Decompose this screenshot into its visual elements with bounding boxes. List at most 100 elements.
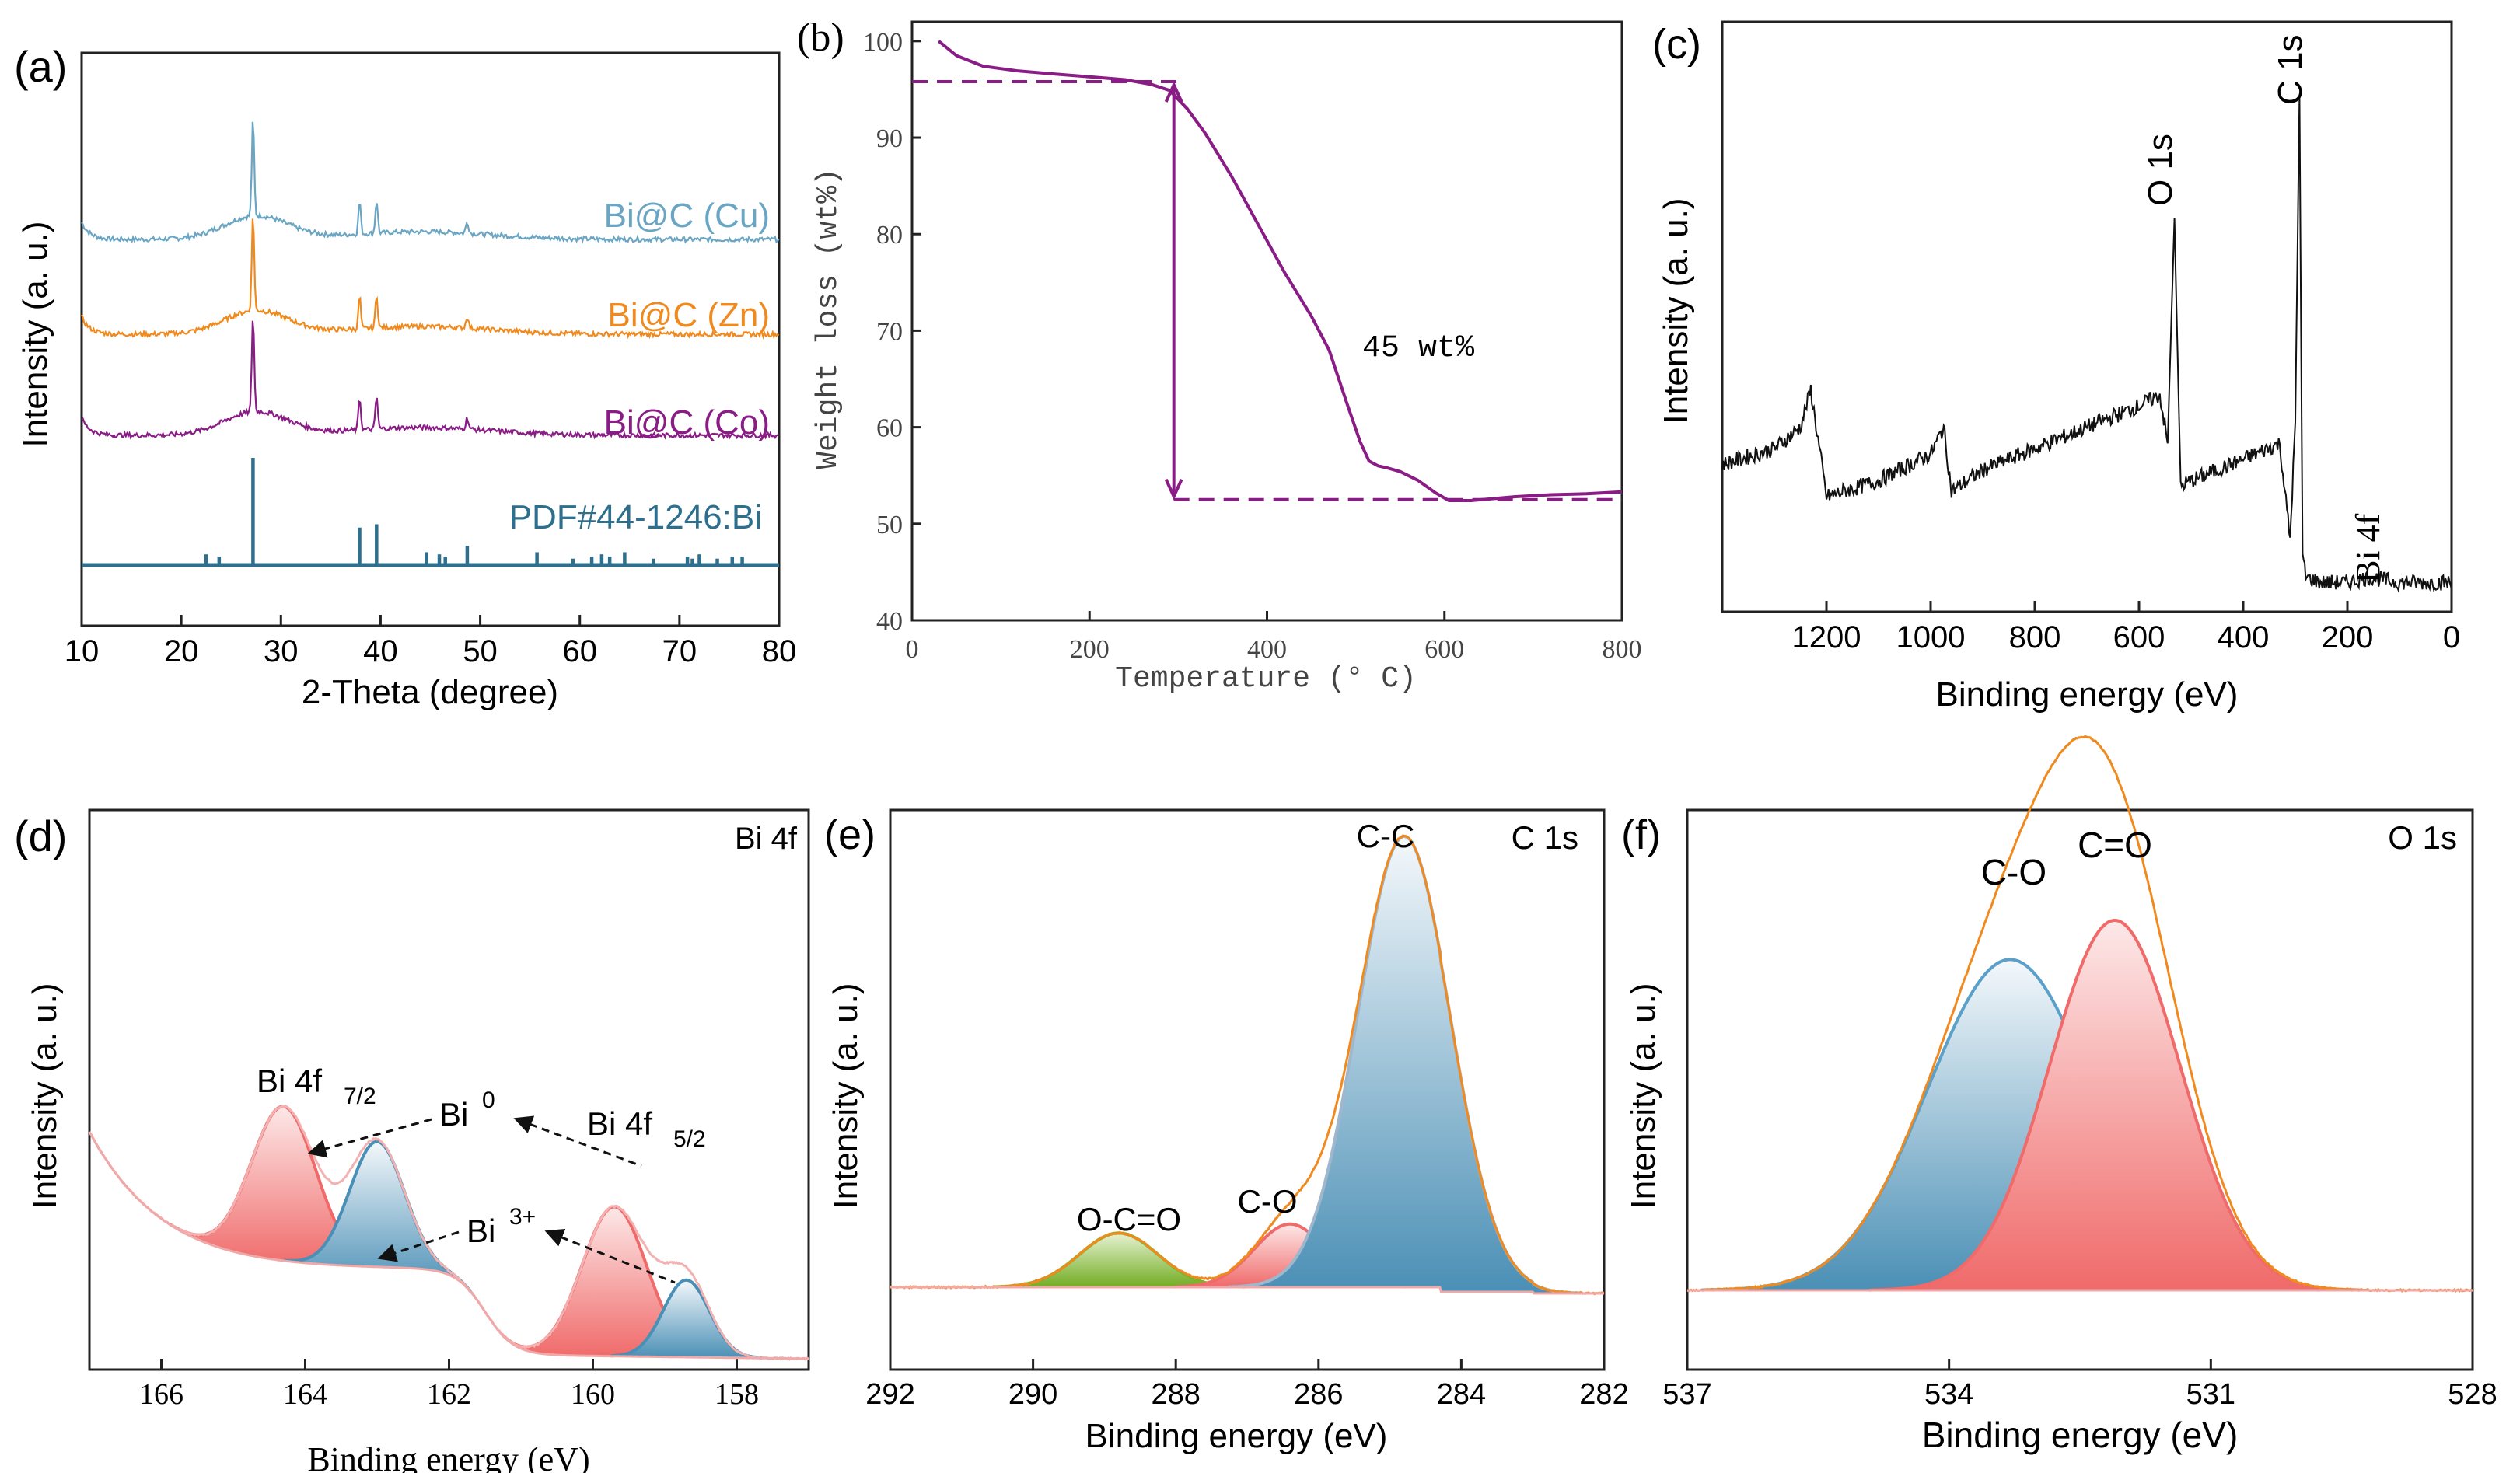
panel-a-xtick-label-0: 10 [65, 634, 100, 668]
panel-c: (c) 1200 1000 800 600 400 200 0 O 1s C 1s Bi 4… [1652, 20, 2460, 714]
panel-e-xtick-label-0: 292 [865, 1378, 914, 1411]
panel-d-arrow-4 [544, 1228, 676, 1284]
panel-e-xtick-label-5: 282 [1579, 1378, 1628, 1411]
panel-c-xtick-label-5: 200 [2322, 620, 2374, 654]
panel-d-xtick-label-3: 160 [571, 1378, 615, 1411]
panel-d-ticks: 166 164 162 160 158 [139, 1359, 759, 1411]
panel-b-xtick-label-4: 800 [1603, 635, 1642, 664]
panel-f-label-cdo: C=O [2078, 825, 2152, 865]
panel-a-xticks: 10 20 30 40 50 60 70 80 [65, 615, 797, 668]
panel-d-label-bi0-main: Bi [439, 1096, 468, 1133]
panel-c-xtick-label-4: 400 [2218, 620, 2270, 654]
panel-d-xtick-label-1: 164 [283, 1378, 327, 1411]
panel-b-ytick-label-0: 40 [876, 607, 903, 636]
panel-f-xtick-label-1: 534 [1924, 1378, 1973, 1411]
panel-b-xlabel: Temperature (° C) [1115, 662, 1417, 696]
panel-a-series-1 [81, 121, 780, 244]
panel-b-ytick-label-3: 70 [876, 317, 903, 346]
panel-c-xtick-label-6: 0 [2443, 620, 2460, 654]
panel-d-arrow-1 [307, 1118, 432, 1158]
panel-c-peak-bi4f: Bi 4f [2349, 513, 2387, 583]
panel-f-title: O 1s [2388, 819, 2457, 856]
panel-d-peak-2 [283, 1141, 471, 1292]
panel-b-ytick-label-4: 80 [876, 221, 903, 250]
panel-b-ticks: 0 200 400 600 800 40 50 60 70 80 90 100 [863, 28, 1642, 664]
panel-c-ticks: 1200 1000 800 600 400 200 0 [1792, 601, 2460, 654]
panel-a-xtick-label-5: 60 [562, 634, 597, 668]
panel-d-curves [88, 1104, 810, 1361]
panel-b-ytick-label-1: 50 [876, 511, 903, 539]
panel-c-frame [1721, 20, 2453, 613]
panel-d-label-bi3: Bi 3+ [467, 1204, 536, 1249]
panel-e-curves [889, 834, 1604, 1296]
panel-d-xtick-label-4: 158 [715, 1378, 759, 1411]
panel-d-label-bi4f72-main: Bi 4f [257, 1063, 322, 1099]
panel-f-xtick-label-0: 537 [1662, 1378, 1711, 1411]
panel-f-xlabel: Binding energy (eV) [1922, 1415, 2239, 1455]
panel-e-xtick-label-3: 286 [1294, 1378, 1343, 1411]
panel-a-frame [80, 51, 781, 627]
panel-c-curve [1721, 95, 2452, 593]
panel-a-xtick-label-2: 30 [264, 634, 299, 668]
panel-b-curve [912, 40, 1623, 502]
panel-a-label-pdf: PDF#44-1246:Bi [509, 498, 762, 536]
panel-b-tag: (b) [797, 16, 844, 60]
panel-c-xtick-label-2: 800 [2009, 620, 2061, 654]
panel-b-frame [910, 20, 1623, 622]
panel-a: (a) 10 20 30 40 50 60 70 80 Bi@C (Cu) Bi@C (Zn)… [14, 42, 796, 711]
panel-e-label-cc: C-C [1357, 818, 1415, 854]
panel-c-peak-c1s: C 1s [2271, 35, 2309, 105]
panel-d-xtick-label-0: 166 [139, 1378, 183, 1411]
panel-a-xtick-label-4: 50 [463, 634, 498, 668]
panel-d-label-bi4f52: Bi 4f 5/2 [587, 1105, 706, 1152]
panel-c-ylabel: Intensity (a. u.) [1657, 197, 1695, 424]
panel-a-xlabel: 2-Theta (degree) [302, 673, 558, 711]
panel-b-xtick-label-1: 200 [1070, 635, 1110, 664]
panel-e-xtick-label-4: 284 [1437, 1378, 1486, 1411]
panel-b-xtick-label-3: 600 [1424, 635, 1464, 664]
panel-b-arrow-up [1164, 81, 1183, 103]
panel-a-ylabel: Intensity (a. u.) [16, 221, 54, 447]
panel-b-ylabel: Weight loss (wt%) [812, 168, 845, 469]
panel-e-xtick-label-2: 288 [1151, 1378, 1200, 1411]
panel-d-title: Bi 4f [735, 822, 798, 856]
panel-b-xtick-label-2: 400 [1247, 635, 1287, 664]
panel-f-ticks: 537 534 531 528 [1662, 1359, 2497, 1411]
panel-f-label-co: C-O [1981, 852, 2046, 892]
panel-d-label-bi3-main: Bi [467, 1213, 495, 1249]
panel-e-label-occo: O-C=O [1077, 1201, 1181, 1237]
panel-d-arrow-2 [513, 1115, 642, 1168]
panel-a-series-2 [81, 218, 780, 340]
panel-e-ylabel: Intensity (a. u.) [827, 983, 865, 1209]
panel-c-tag: (c) [1652, 21, 1701, 68]
panel-d-baseline [88, 1131, 809, 1360]
panel-a-label-zn: Bi@C (Zn) [608, 296, 770, 334]
panel-a-xtick-label-1: 20 [164, 634, 199, 668]
panel-c-xtick-label-1: 1000 [1896, 620, 1966, 654]
panel-d-tag: (d) [14, 812, 67, 860]
panel-e-envelope [889, 834, 1604, 1296]
panel-a-series-3 [81, 320, 779, 440]
panel-a-xtick-label-7: 80 [762, 634, 797, 668]
panel-d-label-bi4f52-sub: 5/2 [673, 1126, 706, 1152]
panel-c-survey-curve [1721, 95, 2452, 593]
panel-b-ytick-label-2: 60 [876, 414, 903, 443]
panel-f-tag: (f) [1621, 812, 1661, 858]
panel-d-label-bi3-sup: 3+ [509, 1204, 536, 1230]
panel-c-peak-o1s: O 1s [2141, 134, 2179, 206]
panel-c-xtick-label-0: 1200 [1792, 620, 1861, 654]
panel-e-ticks: 292 290 288 286 284 282 [865, 1359, 1629, 1411]
panel-f-frame [1686, 808, 2474, 1371]
panel-d-envelope [88, 1104, 810, 1361]
panel-b-arrow-down [1164, 478, 1183, 501]
panel-d-label-bi0: Bi 0 [439, 1087, 495, 1133]
panel-a-xtick-label-6: 70 [662, 634, 697, 668]
panel-f-xtick-label-3: 528 [2448, 1378, 2497, 1411]
panel-f-curves [1686, 735, 2473, 1293]
panel-d-label-bi0-sup: 0 [482, 1087, 495, 1113]
panel-c-xlabel: Binding energy (eV) [1936, 675, 2239, 714]
panel-e-peak-3 [1228, 836, 1581, 1293]
panel-c-xtick-label-3: 600 [2113, 620, 2165, 654]
panel-f: (f) 537 534 531 528 O 1s C-O C=O Binding en… [1621, 735, 2497, 1455]
panel-b-xtick-label-0: 0 [906, 635, 919, 664]
